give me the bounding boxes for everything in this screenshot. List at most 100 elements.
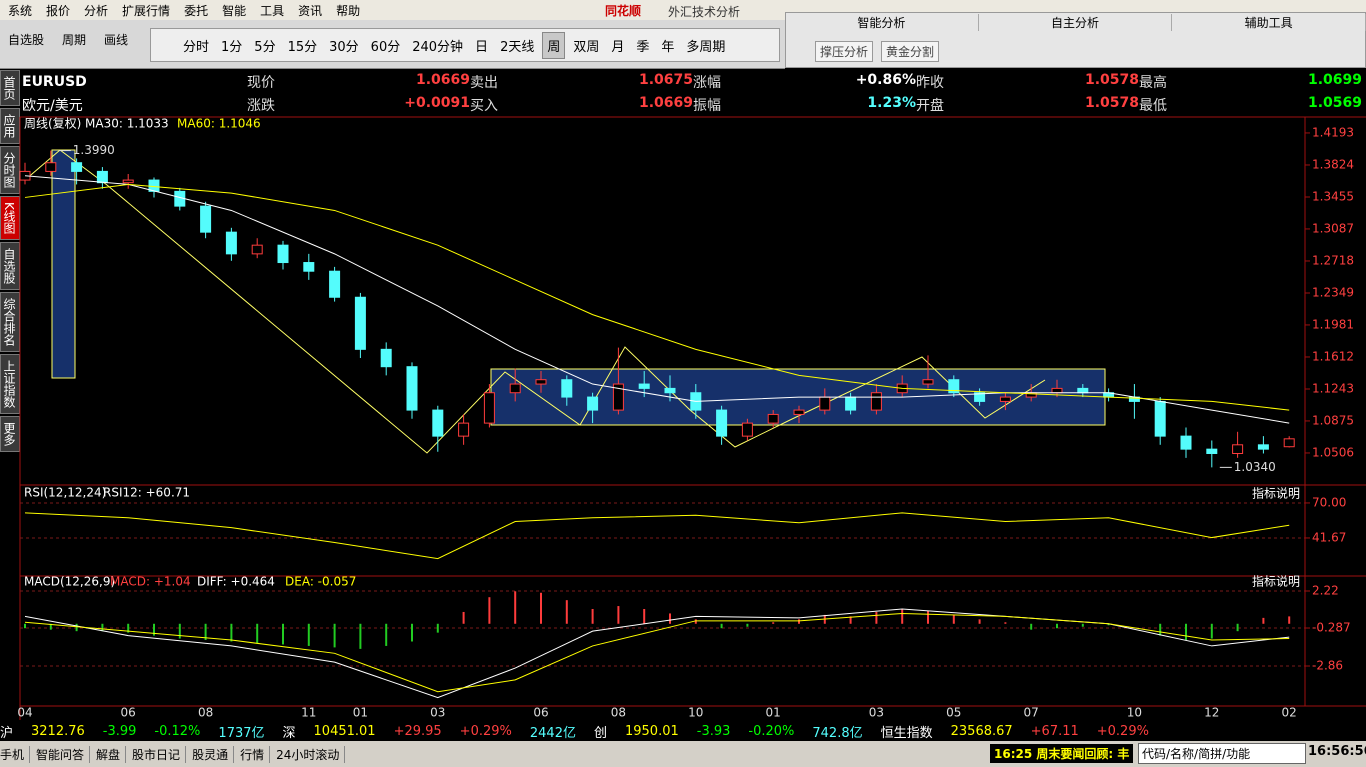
period-button[interactable]: 双周 (573, 39, 600, 55)
menu-item[interactable]: 工具 (260, 3, 285, 18)
status-item[interactable]: 股灵通 (192, 745, 235, 763)
side-tab[interactable]: 自选股 (0, 241, 20, 290)
candle-body (200, 205, 212, 233)
panel-tab[interactable]: 智能分析 (785, 14, 979, 31)
menu-item[interactable]: 资讯 (298, 3, 323, 18)
index-item: +0.29% (459, 724, 512, 739)
period-button[interactable]: 多周期 (686, 39, 726, 55)
y-tick-label: 1.1612 (1312, 349, 1354, 363)
quote-label: 最低 (1139, 97, 1167, 114)
side-tab[interactable]: 首页 (0, 70, 20, 106)
quote-field: 买入 1.0669 (470, 95, 693, 115)
macd-label: DEA: -0.057 (285, 575, 356, 589)
period-button[interactable]: 15分 (287, 39, 318, 55)
candle-body (587, 396, 599, 411)
status-item[interactable]: 股市日记 (132, 745, 187, 763)
quote-field: 昨收 1.0578 (916, 72, 1139, 92)
news-ticker[interactable]: 16:25 周末要闻回顾: 丰 (990, 744, 1134, 763)
quote-value: 1.0669 (638, 94, 693, 111)
menu-item[interactable]: 分析 (84, 3, 109, 18)
period-button[interactable]: 1分 (221, 39, 243, 55)
status-item[interactable]: 24小时滚动 (276, 745, 346, 763)
tool-button[interactable]: 自选股 (8, 33, 45, 47)
menu-item[interactable]: 委托 (184, 3, 209, 18)
period-button[interactable]: 月 (611, 39, 625, 55)
candle-body (122, 179, 134, 184)
x-tick-label: 07 (1024, 706, 1039, 720)
quote-field: 最高 1.0699 (1139, 72, 1362, 92)
indicator-help[interactable]: 指标说明 (1252, 486, 1300, 501)
quote-value: 1.0569 (1307, 94, 1362, 111)
index-bar: 沪 3212.76 -3.99 -0.12% 1737亿 深 10451.01 +29.95 +… (0, 722, 1366, 741)
period-button[interactable]: 2天线 (500, 39, 535, 55)
status-item[interactable]: 解盘 (96, 745, 127, 763)
candle-body (432, 409, 444, 437)
y-tick-label: 1.3824 (1312, 157, 1354, 171)
search-box[interactable]: 代码/名称/简拼/功能 (1138, 743, 1306, 764)
menu-item[interactable]: 系统 (8, 3, 33, 18)
status-item[interactable]: 行情 (240, 745, 271, 763)
panel-button[interactable]: 撑压分析 (815, 41, 874, 62)
candle-body (535, 379, 547, 385)
candle-body (1257, 444, 1269, 450)
legend-entry: MA30: 1.1033 (85, 117, 169, 131)
quote-label: 开盘 (916, 97, 944, 114)
x-tick-label: 12 (1204, 706, 1219, 720)
period-button[interactable]: 年 (661, 39, 675, 55)
period-button[interactable]: 240分钟 (412, 39, 464, 55)
candle-body (845, 396, 857, 411)
quote-field: 最低 1.0569 (1139, 95, 1362, 115)
window-title: 外汇技术分析 (668, 5, 741, 19)
period-button[interactable]: 周 (542, 31, 566, 59)
menu-item[interactable]: 扩展行情 (122, 3, 171, 18)
period-button[interactable]: 60分 (370, 39, 401, 55)
menu-item[interactable]: 帮助 (336, 3, 361, 18)
period-button[interactable]: 5分 (254, 39, 276, 55)
y-tick-label: 1.0875 (1312, 413, 1354, 427)
menu-item[interactable]: 智能 (222, 3, 247, 18)
candle-body (45, 162, 57, 172)
side-tab[interactable]: K线图 (0, 196, 20, 240)
candle-body (458, 422, 470, 437)
x-tick-label: 04 (17, 706, 32, 720)
panel-tab[interactable]: 自主分析 (979, 14, 1173, 31)
period-button[interactable]: 30分 (329, 39, 359, 55)
tool-button[interactable]: 画线 (104, 33, 129, 47)
status-item[interactable]: 智能问答 (36, 745, 91, 763)
indicator-help[interactable]: 指标说明 (1252, 574, 1300, 589)
tool-buttons: 自选股 周期 画线 (8, 31, 128, 48)
x-tick-label: 01 (766, 706, 781, 720)
rsi-title: RSI(12,12,24) (24, 486, 106, 500)
quote-value: +0.0091 (404, 94, 470, 111)
tool-button[interactable]: 周期 (62, 33, 87, 47)
side-tab[interactable]: 综合排名 (0, 291, 20, 352)
candle-body (1232, 444, 1244, 454)
menu-item[interactable]: 报价 (46, 3, 71, 18)
panel-buttons: 撑压分析 黄金分割 (815, 41, 940, 62)
candle-body (922, 379, 934, 385)
quote-field: 涨幅 +0.86% (693, 72, 916, 92)
side-tab[interactable]: 上证指数 (0, 353, 20, 414)
quote-label: 现价 (247, 74, 275, 91)
candle-body (380, 348, 392, 368)
period-button[interactable]: 日 (475, 39, 489, 55)
panel-button[interactable]: 黄金分割 (881, 41, 940, 62)
candle-body (303, 262, 315, 272)
chart-subtitle: 周线(复权) (24, 117, 81, 131)
period-button[interactable]: 季 (636, 39, 650, 55)
y-tick-label: 1.0506 (1312, 445, 1354, 459)
index-item: 1737亿 (218, 726, 265, 741)
candle-body (406, 366, 418, 411)
candle-body (1077, 387, 1089, 394)
status-item[interactable]: 手机 (0, 745, 31, 763)
candle-body (819, 396, 831, 411)
candle-body (793, 409, 805, 415)
x-tick-label: 01 (353, 706, 368, 720)
index-item: 2442亿 (529, 726, 576, 741)
y-tick-label: -2.86 (1312, 659, 1343, 673)
period-button[interactable]: 分时 (183, 39, 210, 55)
x-tick-label: 08 (198, 706, 213, 720)
candle-body (251, 244, 263, 255)
side-tab[interactable]: 应用 (0, 108, 20, 144)
